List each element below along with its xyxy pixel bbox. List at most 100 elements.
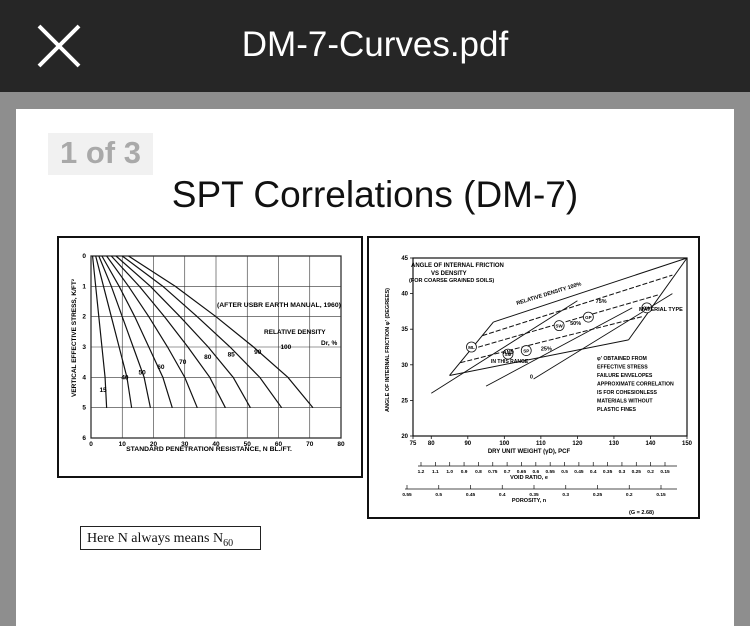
annotation-line: φ' OBTAINED FROM	[597, 356, 647, 362]
left-y-tick-label: 1	[82, 283, 86, 290]
material-type-label: GW	[643, 306, 652, 311]
specific-gravity-note: (G = 2.68)	[629, 510, 654, 516]
left-y-tick-label: 4	[82, 374, 86, 381]
void-ratio-tick-label: 1.0	[446, 469, 453, 475]
left-density-label: 15	[99, 387, 107, 394]
left-x-tick-label: 20	[150, 441, 158, 448]
left-x-tick-label: 80	[337, 441, 345, 448]
right-y-tick-label: 25	[401, 398, 408, 404]
left-density-label: 100	[280, 344, 291, 351]
void-ratio-tick-label: 0.65	[517, 469, 527, 475]
n60-note-subscript: 60	[223, 537, 234, 549]
left-density-curve	[121, 255, 283, 409]
porosity-tick-label: 0.4	[499, 492, 506, 498]
void-ratio-tick-label: 0.4	[590, 469, 597, 475]
relative-density-unit: Dr, %	[321, 340, 337, 347]
porosity-label: POROSITY, n	[512, 498, 547, 504]
viewer-toolbar: DM-7-Curves.pdf	[0, 0, 750, 92]
left-density-curve	[101, 255, 173, 408]
porosity-tick-label: 0.15	[656, 492, 666, 498]
left-y-axis-label: VERTICAL EFFECTIVE STRESS, K/FT²	[71, 278, 78, 397]
material-type-marker	[466, 341, 477, 353]
right-x-tick-label: 100	[499, 441, 510, 447]
void-ratio-tick-label: 0.25	[632, 469, 642, 475]
material-envelope-line	[485, 307, 633, 387]
void-ratio-tick-label: 0.6	[532, 469, 539, 475]
porosity-tick-label: 0.55	[402, 492, 412, 498]
void-ratio-tick-label: 0.8	[475, 469, 482, 475]
close-icon	[37, 24, 81, 68]
material-type-label: SW	[556, 323, 564, 328]
porosity-tick-label: 0.2	[626, 492, 633, 498]
void-ratio-tick-label: 0.5	[561, 469, 568, 475]
material-type-label: GP	[585, 315, 592, 320]
void-ratio-tick-label: 0.45	[574, 469, 584, 475]
left-y-tick-label: 5	[82, 405, 86, 412]
right-chart-subtitle2: (FOR COARSE GRAINED SOILS)	[409, 278, 494, 284]
annotation-line: APPROXIMATE CORRELATION	[597, 382, 674, 388]
friction-density-chart: 75 80 90 100 110 120 130 140 150 20 25 30 35 40 45 1.2 1…	[367, 236, 700, 519]
material-type-marker	[641, 302, 653, 314]
left-density-curve	[95, 255, 133, 408]
density-mark-label: 50%	[570, 321, 581, 327]
left-x-tick-label: 0	[89, 441, 93, 448]
right-y-tick-label: 20	[401, 434, 408, 440]
right-y-axis-label: ANGLE OF INTERNAL FRICTION φ' (DEGREES)	[385, 288, 391, 412]
porosity-tick-label: 0.25	[593, 492, 603, 498]
material-type-label: SP	[523, 348, 529, 353]
left-density-label: 85	[228, 352, 236, 359]
void-ratio-tick-label: 0.7	[504, 469, 511, 475]
relative-density-line	[493, 257, 688, 323]
void-ratio-tick-label: 0.75	[488, 469, 498, 475]
void-ratio-tick-label: 0.35	[603, 469, 613, 475]
right-x-tick-label: 120	[572, 441, 583, 447]
material-type-label: MATERIAL TYPE	[639, 307, 683, 313]
document-title: DM-7-Curves.pdf	[241, 25, 509, 64]
left-x-tick-label: 50	[244, 441, 252, 448]
n60-note-text: Here N always means N	[87, 531, 224, 546]
void-ratio-tick-label: 0.2	[647, 469, 654, 475]
left-density-curve	[91, 255, 108, 408]
right-x-tick-label: 150	[682, 441, 693, 447]
void-ratio-tick-label: 0.15	[660, 469, 670, 475]
porosity-tick-label: 0.35	[529, 492, 539, 498]
close-button[interactable]	[36, 24, 82, 68]
left-density-label: 40	[121, 374, 129, 381]
right-chart-subtitle: VS DENSITY	[431, 271, 467, 277]
right-y-tick-label: 35	[401, 327, 408, 333]
n60-note: Here N always means N60	[80, 526, 261, 550]
material-type-marker	[520, 345, 532, 356]
friction-density-chart-svg: 75 80 90 100 110 120 130 140 150 20 25 30 35 40 45 1.2 1…	[385, 256, 693, 516]
left-x-tick-label: 40	[212, 441, 220, 448]
density-mark-label: 25%	[541, 347, 552, 353]
right-x-tick-label: 80	[428, 441, 435, 447]
relative-density-100-label: RELATIVE DENSITY 100%	[516, 281, 583, 307]
range-note: IN THIS RANGE	[491, 359, 529, 365]
left-x-axis-label: STANDARD PENETRATION RESISTANCE, N BL./F…	[126, 446, 292, 453]
page-indicator: 1 of 3	[48, 133, 153, 175]
slide-title: SPT Correlations (DM-7)	[171, 174, 579, 215]
right-x-tick-label: 90	[464, 441, 471, 447]
density-mark-label: 75%	[596, 299, 607, 305]
relative-density-line	[482, 274, 673, 337]
porosity-tick-label: 0.3	[562, 492, 569, 498]
void-ratio-tick-label: 0.3	[619, 469, 626, 475]
annotation-line: IS FOR COHESIONLESS	[597, 390, 657, 396]
left-y-tick-label: 3	[82, 344, 86, 351]
porosity-tick-label: 0.45	[466, 492, 476, 498]
annotation-line: EFFECTIVE STRESS	[597, 365, 648, 371]
right-y-tick-label: 30	[401, 363, 408, 369]
left-x-tick-label: 10	[119, 441, 127, 448]
left-density-curve	[106, 255, 198, 408]
annotation-line: FAILURE ENVELOPES	[597, 373, 653, 379]
spt-stress-chart-svg: 0 10 20 30 40 50 60 70 80 0 1 2 3 4 5 6 15 40 50 60 70 80 85 9…	[71, 253, 345, 453]
left-density-curve	[115, 255, 251, 408]
right-x-tick-label: 75	[410, 441, 417, 447]
material-band-right	[628, 257, 688, 341]
void-ratio-tick-label: 1.2	[418, 469, 425, 475]
left-density-curve	[110, 255, 226, 408]
left-x-tick-label: 30	[181, 441, 189, 448]
void-ratio-tick-label: 1.1	[432, 469, 439, 475]
left-density-label: 90	[254, 349, 262, 356]
void-ratio-tick-label: 0.9	[461, 469, 468, 475]
